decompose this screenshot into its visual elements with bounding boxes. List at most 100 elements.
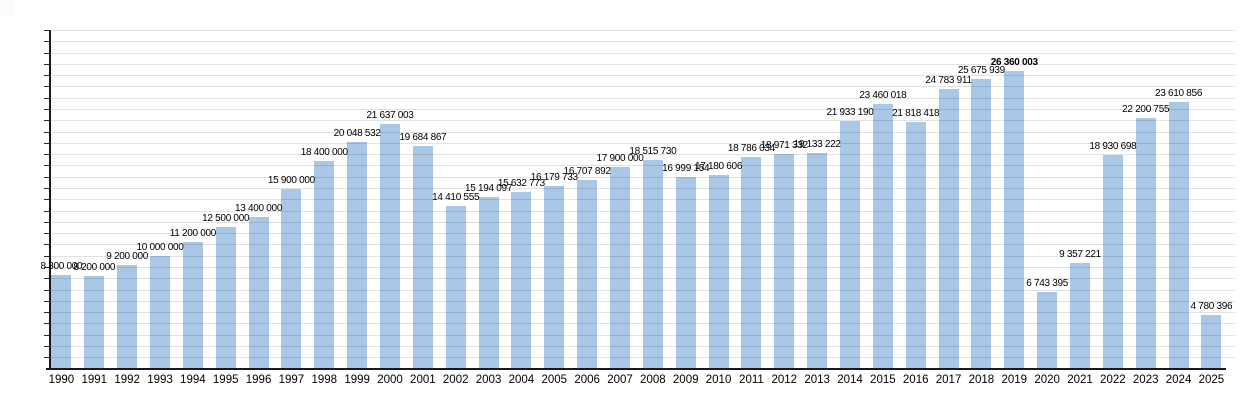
bar-2010 [708,174,729,369]
bar-2009 [675,176,696,369]
gridline [51,63,1235,65]
x-tick-label-2010: 2010 [705,374,732,386]
bar-2007 [609,166,630,369]
gridline [51,244,1235,246]
y-axis-tick [44,63,49,65]
x-tick-label-2022: 2022 [1100,374,1126,386]
bar-2014 [839,121,860,369]
gridline [51,300,1235,302]
bar-1997 [281,189,302,369]
gridline [51,75,1235,77]
x-tick-label-2003: 2003 [475,374,502,386]
bar-2022 [1102,154,1123,369]
x-tick-label-1995: 1995 [212,374,239,386]
value-label-2003: 15 194 097 [465,183,513,195]
gridline [51,210,1235,212]
value-label-2018: 25 675 939 [957,64,1005,76]
bar-2005 [544,185,565,369]
gridline [51,289,1235,291]
bar-2020 [1037,292,1058,369]
bar-2006 [577,179,598,369]
y-axis-tick [44,75,49,77]
value-label-2004: 15 632 773 [497,178,545,190]
y-axis-tick [44,289,49,291]
bar-2003 [478,197,499,369]
gridline [51,199,1235,201]
gridline [51,97,1235,99]
x-tick-label-1990: 1990 [48,374,75,386]
x-tick-label-2001: 2001 [410,374,436,386]
x-tick-label-2005: 2005 [541,374,568,386]
bar-2008 [642,159,663,369]
y-axis-tick [44,312,49,314]
value-label-2012: 18 971 332 [760,140,808,152]
bar-2018 [971,78,992,369]
bar-1992 [117,264,138,369]
y-axis-tick [44,165,49,167]
gridline [51,41,1235,43]
bar-1994 [182,242,203,369]
x-axis [46,368,1226,370]
bar-1998 [314,160,335,369]
gridline [51,312,1235,314]
x-tick-label-2011: 2011 [739,374,764,386]
value-label-2011: 18 786 034 [727,142,775,154]
gridline [51,176,1235,178]
value-label-2014: 21 933 190 [826,107,874,119]
value-label-2015: 23 460 018 [859,89,907,101]
gridline [51,278,1235,280]
gridline [51,357,1235,359]
gridline [51,323,1235,325]
bar-1991 [84,275,105,369]
value-label-2021: 9 357 221 [1059,248,1101,260]
y-axis-tick [44,131,49,133]
value-label-1995: 12 500 000 [202,213,250,225]
value-label-2017: 24 783 911 [925,74,972,86]
value-label-2024: 23 610 856 [1155,88,1203,100]
bar-1996 [248,217,269,369]
value-label-1991: 8 200 000 [73,261,116,273]
value-label-2022: 18 930 698 [1089,140,1137,152]
gridline [51,165,1235,167]
x-tick-label-1994: 1994 [180,374,206,386]
x-tick-label-2018: 2018 [968,374,995,386]
value-label-1994: 11 200 000 [169,228,217,240]
x-tick-label-2019: 2019 [1001,374,1028,386]
value-label-1993: 10 000 000 [136,241,184,253]
gridline [51,187,1235,189]
y-axis-tick [44,41,49,43]
bar-1995 [215,227,236,369]
bar-2002 [445,205,466,369]
x-tick-label-2012: 2012 [771,374,798,386]
value-label-2006: 16 707 892 [563,165,611,177]
bar-2023 [1135,118,1156,369]
value-label-1990: 8 300 000 [40,260,83,272]
y-axis-tick [44,142,49,144]
bar-2019 [1004,71,1025,369]
x-tick-label-2000: 2000 [377,374,403,386]
value-label-2020: 6 743 395 [1026,278,1069,290]
gridline [51,345,1235,347]
x-tick-label-1993: 1993 [147,374,173,386]
y-axis-tick [44,233,49,235]
bar-2025 [1201,314,1222,369]
x-tick-label-2013: 2013 [804,374,830,386]
value-label-2001: 19 684 867 [399,132,447,144]
y-axis-tick [44,154,49,156]
value-label-2023: 22 200 755 [1122,104,1170,115]
y-axis [49,30,51,370]
y-axis-tick [44,278,49,280]
gridline [51,233,1235,235]
bar-2024 [1168,102,1189,369]
bar-2001 [412,146,433,369]
value-label-1996: 13 400 000 [235,203,283,215]
value-label-2000: 21 637 003 [366,110,414,122]
x-tick-label-2014: 2014 [837,374,863,386]
bar-2004 [511,192,532,369]
y-axis-tick [44,97,49,99]
x-tick-label-2020: 2020 [1034,374,1060,386]
value-label-2009: 16 999 154 [662,162,710,174]
x-tick-label-1992: 1992 [114,374,140,386]
y-axis-tick [44,199,49,201]
gridline [51,154,1235,156]
